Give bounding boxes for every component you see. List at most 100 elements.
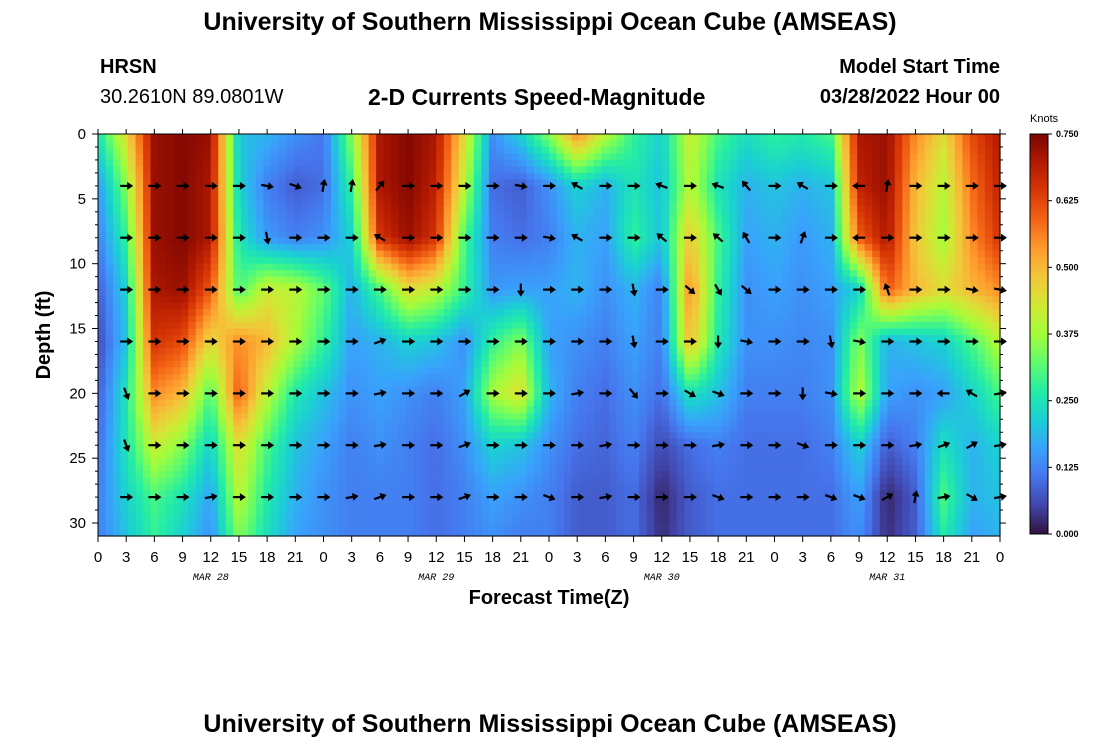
heatmap-cell	[669, 146, 678, 155]
heatmap-cell	[939, 185, 948, 193]
heatmap-cell	[751, 263, 761, 271]
heatmap-cell	[654, 335, 663, 343]
heatmap-cell	[706, 134, 715, 142]
heatmap-cell	[406, 270, 415, 278]
heatmap-cell	[669, 283, 678, 291]
heatmap-cell	[804, 315, 813, 323]
heatmap-cell	[909, 347, 918, 356]
heatmap-cell	[406, 367, 415, 375]
heatmap-cell	[924, 244, 933, 252]
heatmap-cell	[466, 322, 475, 330]
heatmap-cell	[992, 309, 1001, 317]
heatmap-cell	[819, 185, 828, 193]
heatmap-cell	[383, 250, 392, 258]
heatmap-cell	[300, 250, 310, 258]
heatmap-cell	[278, 140, 287, 148]
heatmap-cell	[255, 172, 264, 180]
heatmap-cell	[872, 367, 881, 375]
heatmap-cell	[526, 250, 535, 258]
heatmap-cell	[646, 224, 655, 232]
heatmap-cell	[706, 159, 715, 168]
heatmap-cell	[391, 257, 400, 265]
heatmap-cell	[721, 347, 730, 356]
heatmap-cell	[984, 257, 994, 265]
heatmap-cell	[549, 237, 558, 245]
heatmap-cell	[797, 250, 806, 258]
heatmap-cell	[661, 335, 670, 343]
heatmap-cell	[458, 166, 467, 174]
heatmap-cell	[180, 341, 189, 349]
heatmap-cell	[909, 322, 918, 330]
heatmap-cell	[932, 328, 941, 336]
heatmap-cell	[135, 289, 144, 297]
heatmap-cell	[827, 153, 836, 161]
heatmap-cell	[849, 218, 858, 226]
heatmap-cell	[218, 146, 227, 155]
heatmap-cell	[195, 386, 204, 394]
heatmap-cell	[646, 185, 655, 193]
heatmap-cell	[549, 159, 558, 168]
heatmap-cell	[135, 159, 144, 168]
heatmap-cell	[158, 399, 167, 407]
heatmap-cell	[473, 283, 482, 291]
heatmap-cell	[887, 179, 896, 187]
heatmap-cell	[331, 289, 340, 297]
heatmap-cell	[263, 393, 272, 401]
heatmap-cell	[834, 347, 843, 356]
heatmap-cell	[556, 296, 565, 304]
heatmap-cell	[789, 296, 798, 304]
heatmap-cell	[285, 380, 295, 388]
heatmap-cell	[924, 179, 933, 187]
heatmap-cell	[706, 140, 715, 148]
heatmap-cell	[173, 237, 182, 245]
heatmap-cell	[173, 218, 182, 226]
heatmap-cell	[804, 328, 813, 336]
heatmap-cell	[939, 289, 948, 297]
heatmap-cell	[834, 166, 843, 174]
heatmap-cell	[992, 380, 1001, 388]
heatmap-cell	[789, 309, 798, 317]
heatmap-cell	[721, 250, 730, 258]
heatmap-cell	[293, 140, 302, 148]
heatmap-cell	[488, 276, 497, 284]
heatmap-cell	[481, 276, 490, 284]
heatmap-cell	[451, 322, 460, 330]
heatmap-cell	[481, 185, 490, 193]
heatmap-cell	[120, 367, 129, 375]
heatmap-cell	[323, 192, 332, 200]
heatmap-cell	[383, 205, 392, 213]
heatmap-cell	[879, 198, 888, 206]
heatmap-cell	[278, 146, 287, 155]
heatmap-cell	[300, 283, 310, 291]
heatmap-cell	[556, 380, 565, 388]
heatmap-cell	[533, 250, 543, 258]
heatmap-cell	[804, 309, 813, 317]
heatmap-cell	[338, 270, 347, 278]
heatmap-cell	[684, 166, 693, 174]
heatmap-cell	[511, 134, 520, 142]
heatmap-cell	[188, 224, 197, 232]
heatmap-cell	[879, 244, 888, 252]
heatmap-cell	[541, 328, 550, 336]
heatmap-cell	[285, 283, 295, 291]
heatmap-cell	[759, 218, 768, 226]
heatmap-cell	[857, 367, 866, 375]
heatmap-cell	[338, 224, 347, 232]
heatmap-cell	[586, 179, 595, 187]
heatmap-cell	[887, 270, 896, 278]
heatmap-cell	[413, 315, 422, 323]
heatmap-cell	[601, 159, 610, 168]
heatmap-cell	[503, 263, 513, 271]
heatmap-cell	[699, 257, 708, 265]
heatmap-cell	[233, 159, 242, 168]
heatmap-cell	[293, 257, 302, 265]
heatmap-cell	[481, 309, 490, 317]
heatmap-cell	[98, 198, 107, 206]
heatmap-cell	[639, 315, 648, 323]
heatmap-cell	[481, 354, 490, 362]
heatmap-cell	[338, 185, 347, 193]
heatmap-cell	[992, 237, 1001, 245]
heatmap-cell	[887, 360, 896, 369]
heatmap-cell	[188, 134, 197, 142]
heatmap-cell	[631, 185, 640, 193]
